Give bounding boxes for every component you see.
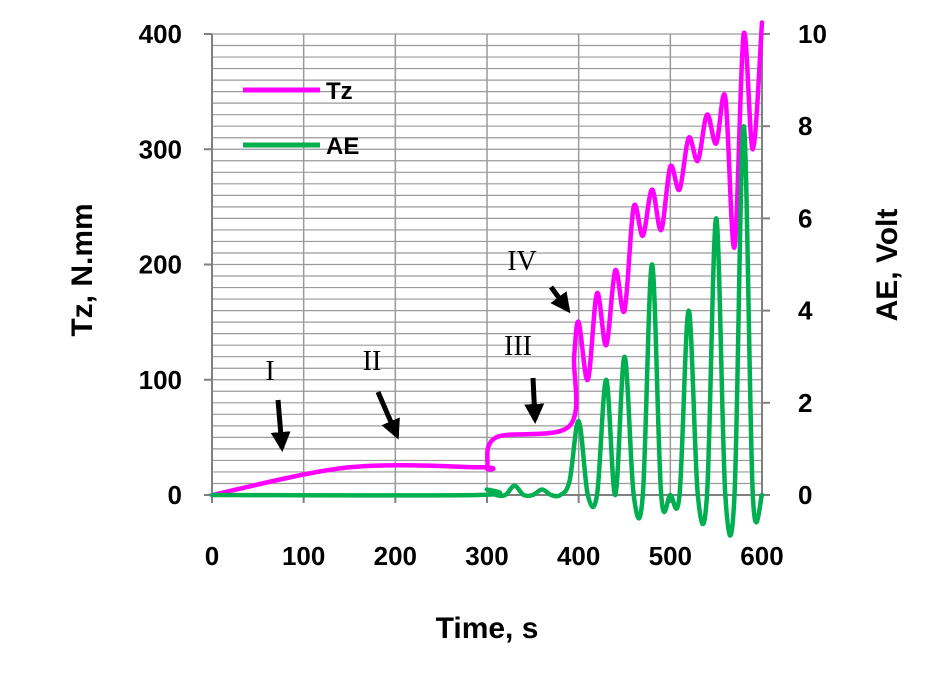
annotation-label: IV — [507, 246, 537, 277]
legend-label-tz: Tz — [326, 78, 353, 105]
x-tick-label: 200 — [374, 541, 417, 571]
y-right-tick-label: 4 — [798, 296, 813, 326]
y-axis-left-title: Tz, N.mm — [66, 203, 99, 336]
annotation-label: III — [504, 331, 532, 362]
x-tick-label: 600 — [740, 541, 783, 571]
x-tick-label: 0 — [205, 541, 219, 571]
y-left-tick-label: 200 — [139, 250, 182, 280]
annotation-arrow — [524, 377, 545, 424]
annotation-arrow — [270, 399, 291, 452]
x-axis-title: Time, s — [436, 612, 539, 645]
x-tick-label: 300 — [465, 541, 508, 571]
y-axis-right-title: AE, Volt — [871, 209, 904, 322]
x-tick-label: 500 — [649, 541, 692, 571]
series-line-ae — [209, 123, 765, 538]
annotation-arrow — [375, 391, 400, 440]
y-right-tick-label: 6 — [798, 203, 812, 233]
y-left-tick-label: 400 — [139, 19, 182, 49]
series-line-tz — [209, 20, 765, 498]
x-tick-label: 400 — [557, 541, 600, 571]
legend-label-ae: AE — [326, 133, 359, 160]
y-right-tick-label: 2 — [798, 388, 812, 418]
gridlines — [211, 33, 763, 496]
y-right-tick-label: 0 — [798, 480, 812, 510]
annotation-label: I — [265, 356, 274, 387]
annotation-label: II — [363, 346, 382, 377]
x-tick-label: 100 — [282, 541, 325, 571]
y-left-tick-label: 300 — [139, 134, 182, 164]
tick-labels: 0 100 200 300 400 500 600 0 100 200 300 400 0 2 4 6 8 10 — [139, 19, 827, 571]
series-lines — [209, 20, 765, 538]
annotation-arrow — [548, 285, 571, 314]
y-right-tick-label: 10 — [798, 19, 827, 49]
y-left-tick-label: 100 — [139, 365, 182, 395]
y-left-tick-label: 0 — [168, 480, 182, 510]
y-right-tick-label: 8 — [798, 111, 812, 141]
legend: Tz AE — [243, 78, 359, 160]
